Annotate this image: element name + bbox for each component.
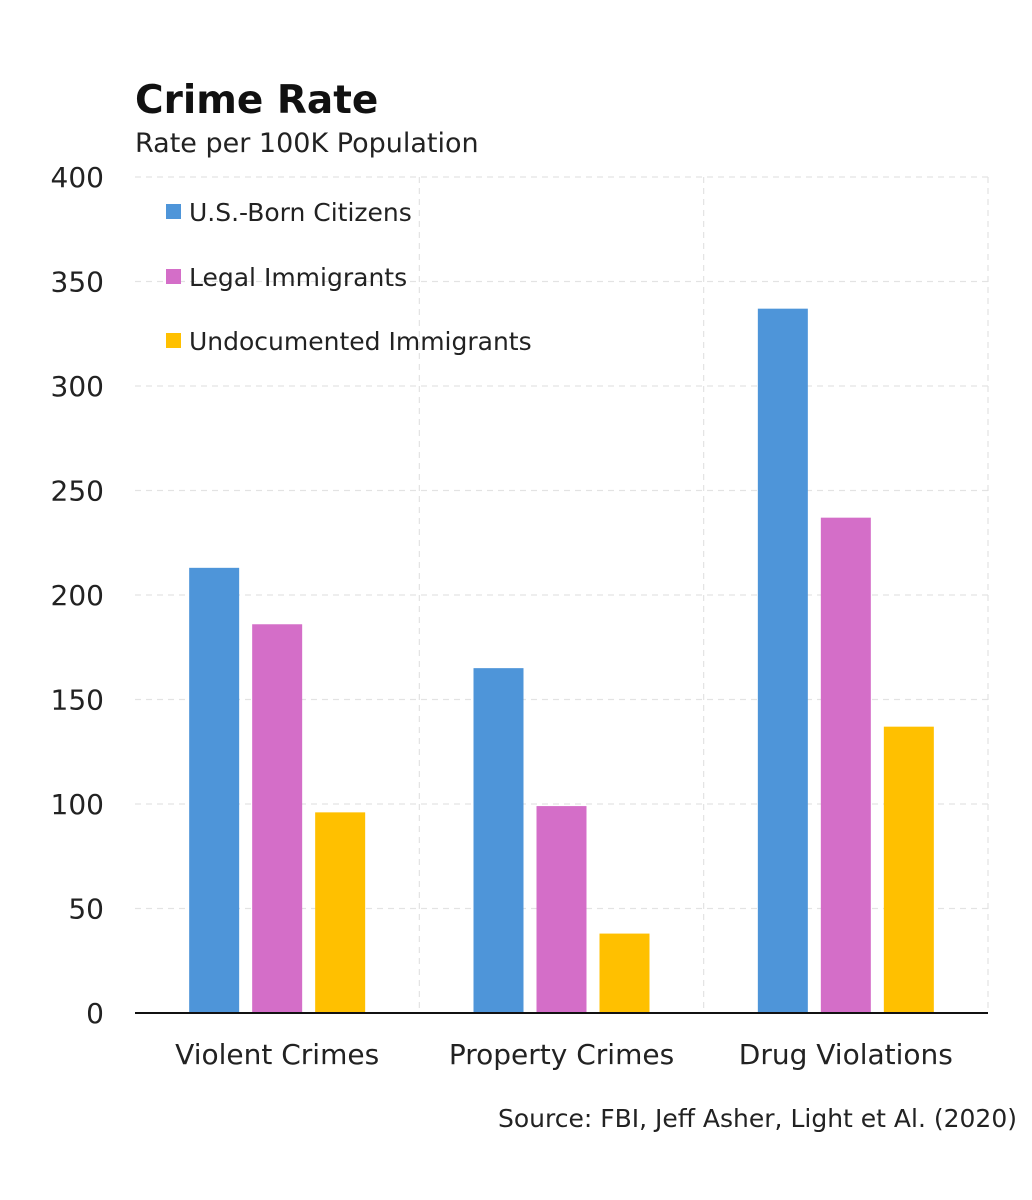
y-tick-label-350: 350 (51, 266, 104, 299)
grid-lines (135, 176, 989, 1013)
y-tick-label-50: 50 (68, 893, 104, 926)
legend-label-1: Legal Immigrants (189, 263, 407, 292)
x-tick-label-2: Drug Violations (739, 1038, 953, 1071)
bar-property-crimes-series-1 (536, 806, 587, 1013)
legend: U.S.-Born Citizens Legal Immigrants Undocu… (166, 198, 532, 356)
x-tick-label-0: Violent Crimes (175, 1038, 379, 1071)
y-tick-label-100: 100 (51, 788, 104, 821)
legend-swatch-0 (166, 204, 181, 219)
legend-swatch-1 (166, 269, 181, 284)
bar-violent-crimes-series-1 (252, 624, 303, 1013)
source-note: Source: FBI, Jeff Asher, Light et Al. (2… (498, 1104, 1017, 1133)
y-tick-label-0: 0 (86, 997, 104, 1030)
bar-drug-violations-series-0 (757, 308, 808, 1013)
legend-label-0: U.S.-Born Citizens (189, 198, 412, 227)
bar-property-crimes-series-0 (473, 668, 524, 1013)
bar-drug-violations-series-2 (883, 726, 934, 1013)
legend-label-2: Undocumented Immigrants (189, 327, 532, 356)
y-tick-label-200: 200 (51, 579, 104, 612)
x-tick-label-1: Property Crimes (449, 1038, 674, 1071)
bar-violent-crimes-series-0 (189, 567, 240, 1013)
y-tick-label-400: 400 (51, 161, 104, 194)
y-tick-label-250: 250 (51, 475, 104, 508)
legend-swatch-2 (166, 333, 181, 348)
bar-drug-violations-series-1 (820, 517, 871, 1013)
bars (189, 308, 934, 1013)
y-axis-ticks: 0 50 100 150 200 250 300 350 400 (51, 161, 104, 1030)
y-tick-label-300: 300 (51, 370, 104, 403)
y-tick-label-150: 150 (51, 684, 104, 717)
bar-violent-crimes-series-2 (315, 812, 366, 1013)
bar-property-crimes-series-2 (599, 933, 650, 1013)
chart-subtitle: Rate per 100K Population (135, 128, 479, 159)
x-axis-ticks: Violent Crimes Property Crimes Drug Violat… (175, 1038, 953, 1071)
chart-title: Crime Rate (135, 78, 378, 123)
